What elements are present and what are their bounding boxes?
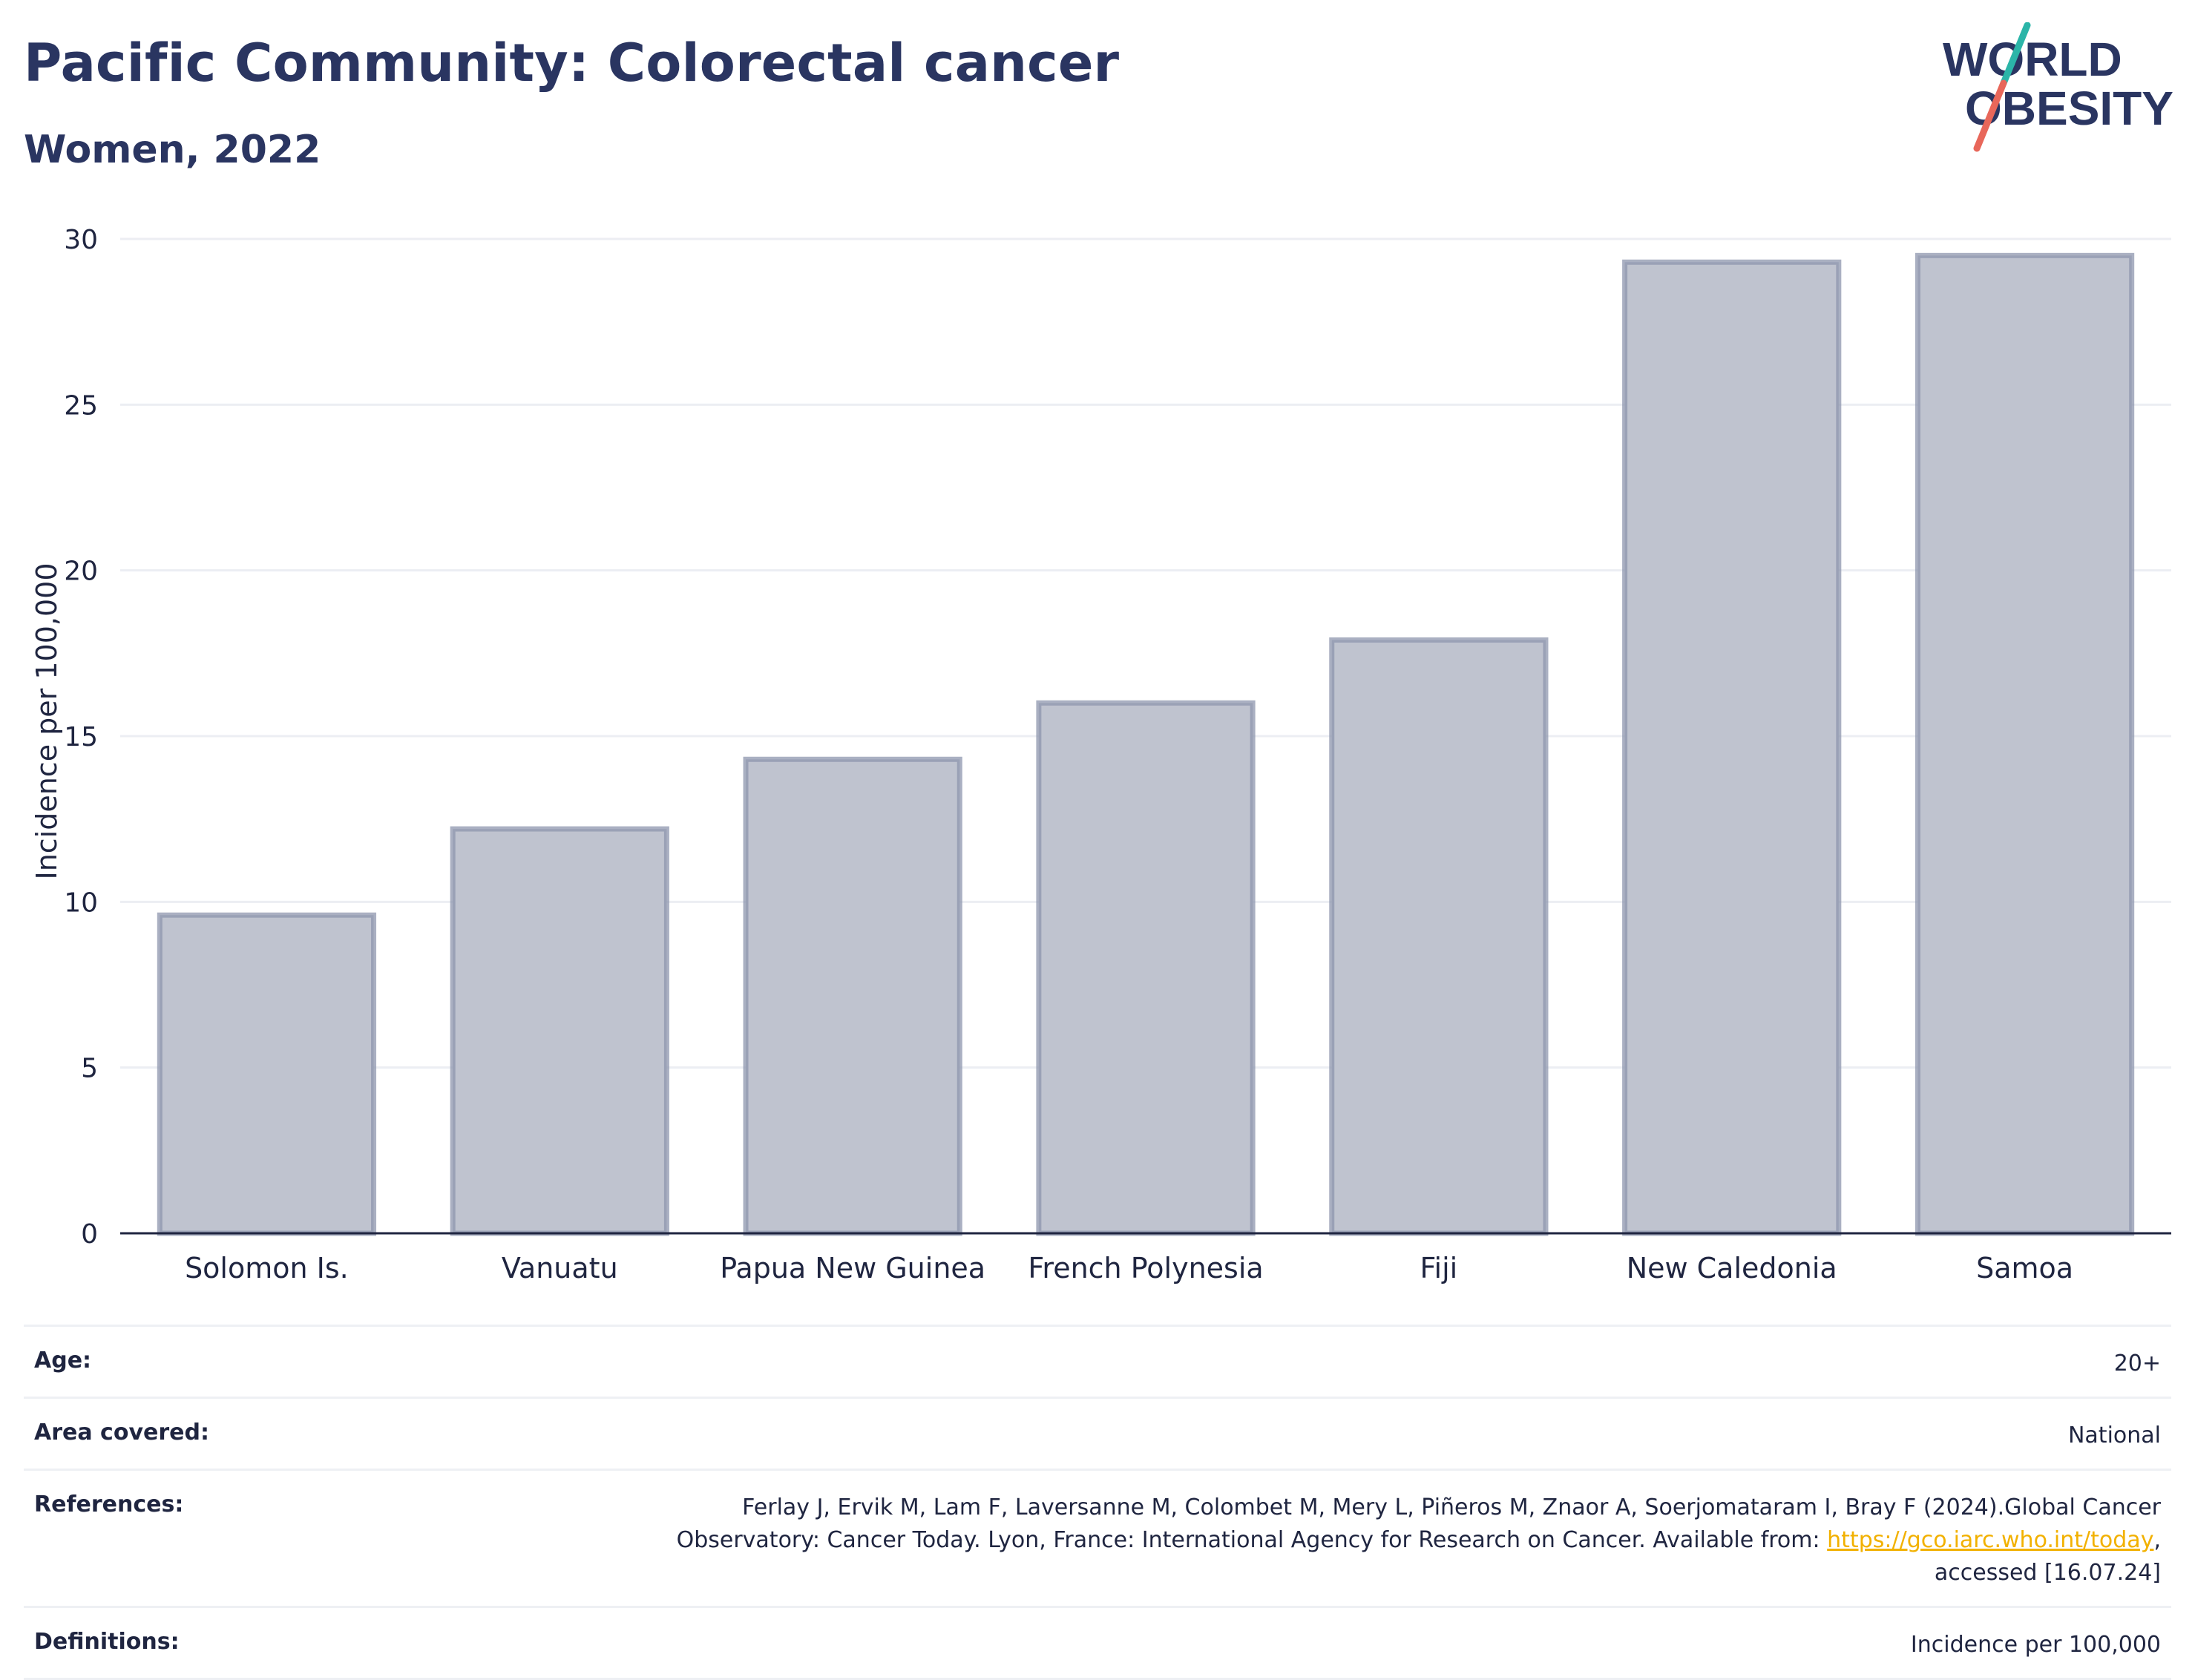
definitions-value: Incidence per 100,000 bbox=[1910, 1632, 2161, 1658]
bars bbox=[157, 252, 2135, 1236]
bar-chart: 0 5 10 15 20 25 30 Solomon Is. Vanuatu Papua New … bbox=[30, 225, 2171, 1284]
info-row-area: Area covered: National bbox=[24, 1397, 2171, 1469]
world-obesity-logo: WORLD OBESITY bbox=[1943, 22, 2173, 152]
y-axis-label: Incidence per 100,000 bbox=[30, 562, 63, 879]
references-label: References: bbox=[34, 1492, 184, 1517]
x-tick-label: French Polynesia bbox=[1028, 1252, 1263, 1284]
x-tick-label: Fiji bbox=[1420, 1252, 1457, 1284]
bar bbox=[1329, 637, 1549, 1236]
x-tick-label: Vanuatu bbox=[502, 1252, 618, 1284]
references-line3: accessed [16.07.24] bbox=[1934, 1560, 2161, 1586]
age-value: 20+ bbox=[2113, 1351, 2161, 1377]
chart-subtitle: Women, 2022 bbox=[24, 128, 321, 172]
area-value: National bbox=[2067, 1423, 2161, 1448]
logo-text-world: WORLD bbox=[1943, 33, 2122, 86]
bar bbox=[450, 826, 669, 1236]
definitions-label: Definitions: bbox=[34, 1629, 180, 1655]
info-row-references: References: Ferlay J, Ervik M, Lam F, La… bbox=[24, 1469, 2171, 1606]
area-label: Area covered: bbox=[34, 1420, 209, 1446]
references-line2-post: , bbox=[2153, 1527, 2161, 1553]
references-line1: Ferlay J, Ervik M, Lam F, Laversanne M, … bbox=[742, 1494, 2161, 1520]
bar bbox=[1915, 252, 2135, 1236]
bar bbox=[1622, 259, 1842, 1236]
bar bbox=[157, 912, 377, 1236]
x-tick-label: New Caledonia bbox=[1627, 1252, 1837, 1284]
y-tick-label: 30 bbox=[64, 225, 98, 255]
x-tick-label: Solomon Is. bbox=[185, 1252, 349, 1284]
y-tick-label: 10 bbox=[64, 887, 98, 918]
y-tick-label: 0 bbox=[81, 1219, 98, 1250]
bar bbox=[743, 756, 962, 1236]
references-line2-pre: Observatory: Cancer Today. Lyon, France:… bbox=[676, 1527, 1828, 1553]
logo-slash-teal bbox=[2000, 22, 2031, 87]
info-row-age: Age: 20+ bbox=[24, 1325, 2171, 1397]
references-value: Ferlay J, Ervik M, Lam F, Laversanne M, … bbox=[450, 1492, 2161, 1589]
axes: 0 5 10 15 20 25 30 Solomon Is. Vanuatu Papua New … bbox=[64, 225, 2171, 1284]
metadata-table: Age: 20+ Area covered: National Referenc… bbox=[24, 1325, 2171, 1680]
references-link[interactable]: https://gco.iarc.who.int/today bbox=[1827, 1527, 2154, 1553]
y-tick-label: 5 bbox=[81, 1054, 98, 1084]
bar bbox=[1036, 700, 1256, 1236]
y-tick-label: 15 bbox=[64, 722, 98, 752]
x-tick-label: Papua New Guinea bbox=[720, 1252, 985, 1284]
info-row-definitions: Definitions: Incidence per 100,000 bbox=[24, 1606, 2171, 1680]
y-tick-label: 25 bbox=[64, 390, 98, 421]
y-tick-label: 20 bbox=[64, 557, 98, 587]
age-label: Age: bbox=[34, 1348, 92, 1374]
logo-slash-coral bbox=[1973, 79, 2007, 152]
x-tick-label: Samoa bbox=[1976, 1252, 2073, 1284]
chart-title: Pacific Community: Colorectal cancer bbox=[24, 33, 1120, 93]
